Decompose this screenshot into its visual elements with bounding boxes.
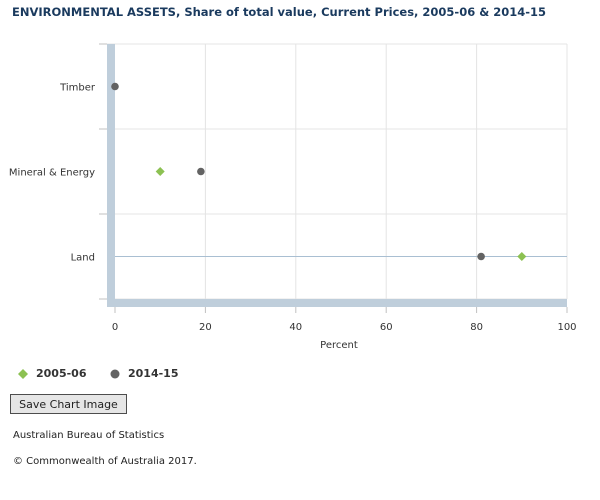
- x-tick-label: 40: [289, 322, 302, 333]
- chart-title: ENVIRONMENTAL ASSETS, Share of total val…: [12, 5, 547, 19]
- data-point-2005-06[interactable]: [517, 252, 527, 261]
- diamond-marker-icon: [18, 368, 28, 379]
- save-chart-image-button[interactable]: Save Chart Image: [10, 394, 127, 414]
- legend-label-2014-15: 2014-15: [128, 367, 179, 380]
- data-point-2014-15[interactable]: [111, 82, 119, 91]
- y-tick-label: Mineral & Energy: [9, 168, 95, 179]
- data-point-2014-15[interactable]: [477, 252, 485, 261]
- y-tick-label: Timber: [59, 83, 96, 94]
- x-tick-label: 60: [380, 322, 393, 333]
- x-axis-band: [107, 299, 567, 307]
- legend-label-2005-06: 2005-06: [36, 367, 87, 380]
- x-tick-label: 0: [112, 322, 118, 333]
- legend-item-2005-06[interactable]: 2005-06: [18, 367, 87, 380]
- source-text: Australian Bureau of Statistics: [13, 430, 165, 441]
- copyright-text: © Commonwealth of Australia 2017.: [13, 456, 197, 467]
- circle-marker-icon: [110, 369, 120, 378]
- x-tick-label: 100: [557, 322, 576, 333]
- data-point-2005-06[interactable]: [155, 167, 165, 176]
- y-axis-band: [107, 44, 115, 307]
- data-point-2014-15[interactable]: [197, 167, 205, 176]
- x-axis-label: Percent: [320, 340, 358, 351]
- legend-item-2014-15[interactable]: 2014-15: [110, 367, 179, 380]
- x-tick-label: 80: [470, 322, 483, 333]
- scatter-chart: Timber Mineral & Energy Land 0 20 40 60 80 100 Pe…: [9, 43, 577, 351]
- y-tick-label: Land: [71, 253, 95, 264]
- x-tick-label: 20: [199, 322, 212, 333]
